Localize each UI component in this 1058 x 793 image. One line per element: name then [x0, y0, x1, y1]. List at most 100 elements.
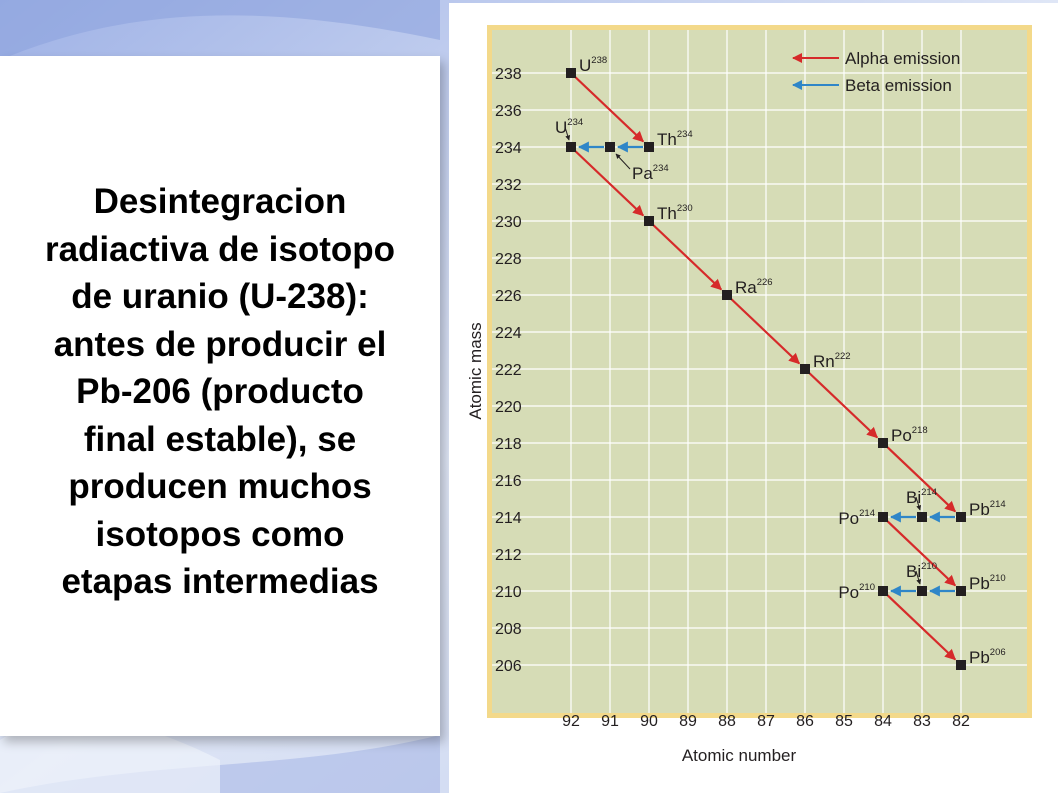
y-axis-label: Atomic mass: [466, 322, 485, 419]
x-axis-label: Atomic number: [682, 746, 797, 765]
y-tick-label: 224: [495, 325, 522, 342]
legend: Alpha emission Beta emission: [792, 49, 960, 95]
nuclide-mass: 214: [859, 508, 875, 519]
nuclide-label: U238: [579, 55, 607, 75]
title-line: Desintegracion: [93, 182, 347, 221]
title-line: etapas intermedias: [61, 562, 379, 601]
nuclide-node: [644, 216, 654, 226]
nuclide-label: Rn222: [813, 351, 851, 371]
nuclide-mass: 210: [859, 582, 875, 593]
nuclide-mass: 210: [921, 561, 937, 572]
nuclide-symbol: Rn: [813, 352, 835, 371]
nuclide-symbol: Th: [657, 130, 677, 149]
nuclide-label: Pb214: [969, 499, 1006, 519]
label-pointer: [915, 570, 922, 585]
nuclide-label: Pb210: [969, 573, 1006, 593]
y-tick-label: 208: [495, 621, 522, 638]
alpha-decay-arrow: [886, 520, 956, 587]
nuclide-label: Ra226: [735, 277, 773, 297]
nuclide-mass: 206: [990, 647, 1006, 658]
y-tick-label: 210: [495, 584, 522, 601]
y-tick-label: 232: [495, 177, 522, 194]
plot-area: [492, 30, 1027, 713]
nuclide-mass: 222: [835, 351, 851, 362]
alpha-decay-arrow: [886, 446, 956, 513]
nuclide-mass: 210: [990, 573, 1006, 584]
nuclide-label: Po210: [838, 582, 875, 602]
x-tick-label: 86: [796, 713, 814, 730]
x-tick-label: 85: [835, 713, 853, 730]
alpha-decay-arrow: [574, 76, 644, 143]
nuclide-symbol: Po: [891, 426, 912, 445]
label-pointer: [915, 496, 922, 511]
title-line: isotopos como: [95, 514, 345, 554]
title-card: [0, 56, 440, 736]
title-line: de uranio (U-238):: [71, 277, 369, 316]
y-tick-label: 236: [495, 103, 522, 120]
nuclide-symbol: Ra: [735, 278, 757, 297]
nuclide-symbol: Pb: [969, 500, 990, 519]
x-tick-label: 82: [952, 713, 970, 730]
nuclide-label: Po218: [891, 425, 928, 445]
y-tick-label: 226: [495, 288, 522, 305]
alpha-decay-arrow: [652, 224, 722, 291]
nuclide-mass: 226: [757, 277, 773, 288]
y-tick-label: 214: [495, 510, 522, 527]
y-tick-label: 220: [495, 399, 522, 416]
nuclide-node: [800, 364, 810, 374]
nuclide-node: [878, 438, 888, 448]
nuclide-symbol: Bi: [906, 488, 921, 507]
nuclide-symbol: Pb: [969, 574, 990, 593]
nuclide-mass: 218: [912, 425, 928, 436]
label-pointer: [564, 126, 571, 141]
alpha-decay-arrow: [886, 594, 956, 661]
nuclide-mass: 230: [677, 203, 693, 214]
label-pointer: [615, 153, 631, 170]
x-tick-label: 84: [874, 713, 892, 730]
nuclide-mass: 238: [591, 55, 607, 66]
y-tick-label: 222: [495, 362, 522, 379]
x-tick-label: 83: [913, 713, 931, 730]
slide-title: Desintegracion radiactiva de isotopo de …: [0, 178, 440, 606]
grid: [492, 30, 1027, 713]
x-tick-label: 88: [718, 713, 736, 730]
nuclide-node: [566, 68, 576, 78]
nuclide-nodes: [566, 68, 966, 670]
alpha-decay-arrow: [574, 150, 644, 217]
nuclide-node: [878, 586, 888, 596]
nuclide-symbol: Bi: [906, 562, 921, 581]
x-tick-label: 91: [601, 713, 619, 730]
nuclide-node: [956, 660, 966, 670]
nuclide-node: [917, 512, 927, 522]
nuclide-node: [878, 512, 888, 522]
nuclide-labels: U238Th234Pa234U234Th230Ra226Rn222Po218Pb…: [555, 55, 1006, 667]
nuclide-mass: 234: [677, 129, 693, 140]
nuclide-node: [644, 142, 654, 152]
nuclide-node: [722, 290, 732, 300]
alpha-decay-arrow: [730, 298, 800, 365]
y-tick-label: 212: [495, 547, 522, 564]
nuclide-label: Pb206: [969, 647, 1006, 667]
y-tick-label: 228: [495, 251, 522, 268]
nuclide-label: U234: [555, 117, 583, 137]
nuclide-symbol: U: [579, 56, 591, 75]
decay-chain-diagram: 238 236 234 232 230 228 226 224 222 220 218 216 214 2…: [466, 25, 1032, 765]
legend-beta-label: Beta emission: [845, 76, 952, 95]
nuclide-mass: 214: [921, 487, 937, 498]
legend-alpha-label: Alpha emission: [845, 49, 960, 68]
nuclide-symbol: Po: [838, 583, 859, 602]
x-tick-label: 87: [757, 713, 775, 730]
decay-arrows: [574, 76, 956, 661]
y-tick-label: 216: [495, 473, 522, 490]
nuclide-mass: 214: [990, 499, 1006, 510]
x-tick-label: 90: [640, 713, 658, 730]
y-tick-label: 230: [495, 214, 522, 231]
title-line: antes de producir el: [53, 324, 387, 364]
nuclide-symbol: Po: [838, 509, 859, 528]
y-tick-label: 238: [495, 66, 522, 83]
title-line: producen muchos: [68, 467, 372, 506]
nuclide-label: Po214: [838, 508, 875, 528]
nuclide-symbol: Pb: [969, 648, 990, 667]
nuclide-label: Th230: [657, 203, 693, 223]
nuclide-symbol: Pa: [632, 164, 653, 183]
